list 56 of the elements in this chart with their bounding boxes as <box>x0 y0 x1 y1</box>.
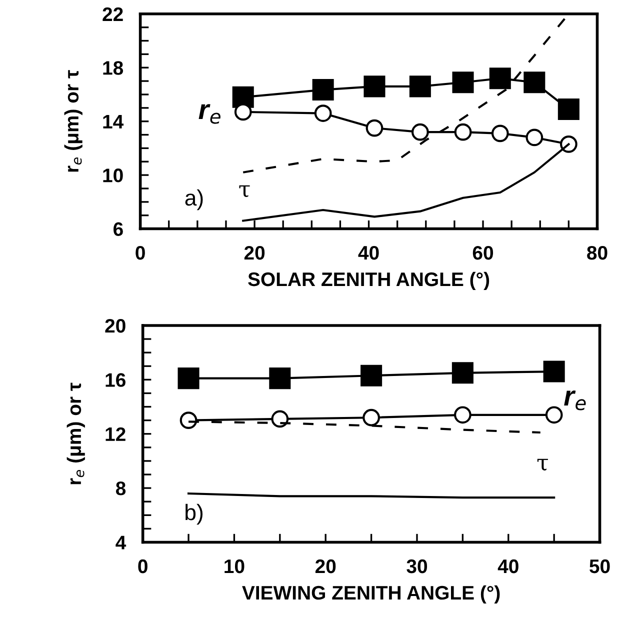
y-tick-label: 16 <box>106 373 126 387</box>
point <box>271 410 289 428</box>
point <box>452 362 474 384</box>
y-tick-label: 4 <box>116 536 126 550</box>
point <box>409 76 431 98</box>
x-tick-label: 40 <box>358 246 379 260</box>
point <box>366 119 384 137</box>
x-tick-label: 20 <box>315 559 336 574</box>
annotation: b) <box>186 504 203 525</box>
x-tick-label: 60 <box>472 246 494 260</box>
point <box>560 135 578 153</box>
point <box>491 124 509 142</box>
y-tick-label: 10 <box>103 168 123 182</box>
x-tick-label: 50 <box>590 559 610 574</box>
point <box>454 406 472 424</box>
y-axis-title: r$_{e}$ (μm) or τ <box>66 382 85 484</box>
annotation: r$_{e}$ <box>198 104 220 124</box>
point <box>411 123 429 141</box>
y-tick-label: 14 <box>103 115 124 128</box>
x-tick-label: 80 <box>587 246 608 260</box>
point <box>545 406 563 424</box>
point <box>360 364 382 386</box>
point <box>489 68 511 90</box>
x-tick-label: 20 <box>244 246 265 260</box>
x-tick-label: 40 <box>498 559 518 574</box>
x-tick-label: 0 <box>138 559 148 574</box>
point <box>314 104 332 122</box>
point <box>452 72 474 94</box>
point <box>364 76 386 98</box>
point <box>180 412 198 430</box>
y-tick-label: 22 <box>102 7 123 21</box>
x-tick-label: 10 <box>224 559 244 574</box>
annotation: τ <box>537 458 548 470</box>
x-axis-title: SOLAR ZENITH ANGLE (°) <box>248 272 490 290</box>
point <box>269 368 291 390</box>
x-tick-label: 0 <box>136 246 145 260</box>
y-tick-label: 18 <box>103 61 124 75</box>
point <box>526 128 544 146</box>
point <box>178 368 200 390</box>
annotation: τ <box>239 185 250 198</box>
annotation: a) <box>185 189 203 210</box>
point <box>524 72 546 94</box>
y-tick-label: 6 <box>114 222 123 236</box>
point <box>543 360 565 382</box>
point <box>234 103 252 121</box>
x-axis-title: VIEWING ZENITH ANGLE (°) <box>242 585 500 604</box>
x-tick-label: 30 <box>406 559 428 574</box>
point <box>362 408 380 426</box>
y-tick-label: 12 <box>106 427 126 441</box>
y-axis-title: r$_{e}$ (μm) or τ <box>64 70 82 172</box>
annotation: r$_{e}$ <box>564 390 586 410</box>
point <box>454 123 472 141</box>
point <box>312 79 334 101</box>
y-tick-label: 20 <box>105 318 126 333</box>
y-tick-label: 8 <box>116 482 126 496</box>
point <box>558 98 580 120</box>
